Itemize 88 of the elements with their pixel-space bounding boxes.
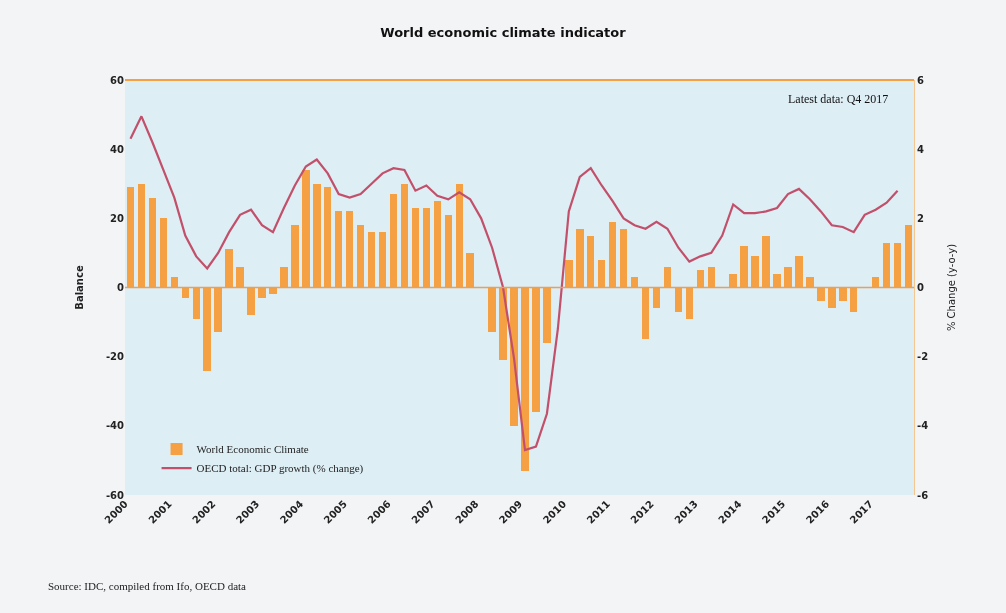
- bar: [521, 288, 529, 471]
- y2-tick-label: 6: [917, 74, 924, 86]
- bar: [708, 267, 715, 288]
- bar: [850, 288, 857, 312]
- bar: [598, 260, 605, 288]
- y-tick-label: 20: [110, 212, 125, 224]
- bar: [543, 288, 551, 343]
- bar: [894, 243, 901, 288]
- bar: [324, 187, 331, 288]
- bar: [839, 288, 847, 301]
- bar: [149, 198, 156, 288]
- bar: [456, 184, 463, 288]
- bar: [784, 267, 792, 288]
- bar: [740, 246, 748, 288]
- bar: [214, 288, 222, 332]
- bar: [171, 277, 178, 288]
- y-tick-label: -60: [105, 489, 125, 501]
- y2-tick-label: 4: [917, 143, 924, 155]
- bar: [357, 225, 364, 288]
- bar: [795, 256, 803, 288]
- legend-label: World Economic Climate: [196, 443, 309, 456]
- bar: [686, 288, 693, 319]
- line-series: [129, 115, 899, 452]
- bar: [193, 288, 200, 319]
- bar: [127, 187, 134, 288]
- bar: [335, 211, 342, 288]
- bar: [532, 288, 540, 412]
- y-tick-label: -40: [105, 420, 125, 432]
- bar: [182, 288, 189, 298]
- bar: [302, 170, 310, 288]
- legend-label: OECD total: GDP growth (% change): [196, 462, 364, 476]
- bar: [806, 277, 814, 288]
- bar: [346, 211, 353, 288]
- bar: [609, 222, 616, 288]
- bar: [203, 288, 211, 371]
- bar: [565, 260, 573, 288]
- bar: [434, 201, 441, 288]
- bar: [653, 288, 660, 308]
- bar: [225, 249, 233, 288]
- y-axis-title: Balance: [73, 265, 85, 310]
- y-tick-label: 0: [117, 282, 125, 293]
- y2-tick-label: 2: [917, 212, 924, 224]
- bar: [697, 270, 704, 288]
- y-tick-label: 40: [110, 143, 125, 155]
- source-note: Source: IDC, compiled from Ifo, OECD data: [48, 580, 247, 592]
- bar: [828, 288, 836, 308]
- bar: [412, 208, 419, 288]
- bar: [379, 232, 386, 288]
- bar: [488, 288, 496, 332]
- bar: [247, 288, 255, 315]
- y2-tick-label: 0: [917, 282, 924, 293]
- bar: [423, 208, 430, 288]
- y-tick-label: 60: [110, 74, 125, 86]
- y-tick-label: -20: [105, 351, 125, 363]
- bar: [762, 236, 770, 288]
- bar: [642, 288, 649, 339]
- bar: [401, 184, 408, 288]
- bar: [587, 236, 594, 288]
- bar: [905, 225, 912, 288]
- chart-title: World economic climate indicator: [380, 24, 627, 40]
- bar: [664, 267, 671, 288]
- annotation: Latest data: Q4 2017: [788, 92, 889, 106]
- bar: [872, 277, 879, 288]
- bar: [258, 288, 266, 298]
- bar: [631, 277, 638, 288]
- bar: [160, 218, 167, 288]
- bar: [291, 225, 299, 288]
- bar: [773, 274, 781, 288]
- y2-tick-label: -2: [917, 351, 929, 363]
- bar: [313, 184, 321, 288]
- bar: [620, 229, 627, 288]
- bar: [751, 256, 759, 288]
- y2-axis-title: % Change (y-o-y): [945, 243, 957, 332]
- bar: [368, 232, 375, 288]
- bar: [445, 215, 452, 288]
- bar: [269, 288, 277, 294]
- bar: [466, 253, 474, 288]
- bar: [236, 267, 244, 288]
- bar: [280, 267, 288, 288]
- bar: [390, 194, 397, 288]
- bar: [817, 288, 825, 301]
- bar: [576, 229, 584, 288]
- bar: [729, 274, 737, 288]
- y2-tick-label: -4: [917, 420, 929, 432]
- y2-tick-label: -6: [917, 489, 929, 501]
- bar: [675, 288, 682, 312]
- bar: [883, 243, 890, 288]
- bar: [138, 184, 145, 288]
